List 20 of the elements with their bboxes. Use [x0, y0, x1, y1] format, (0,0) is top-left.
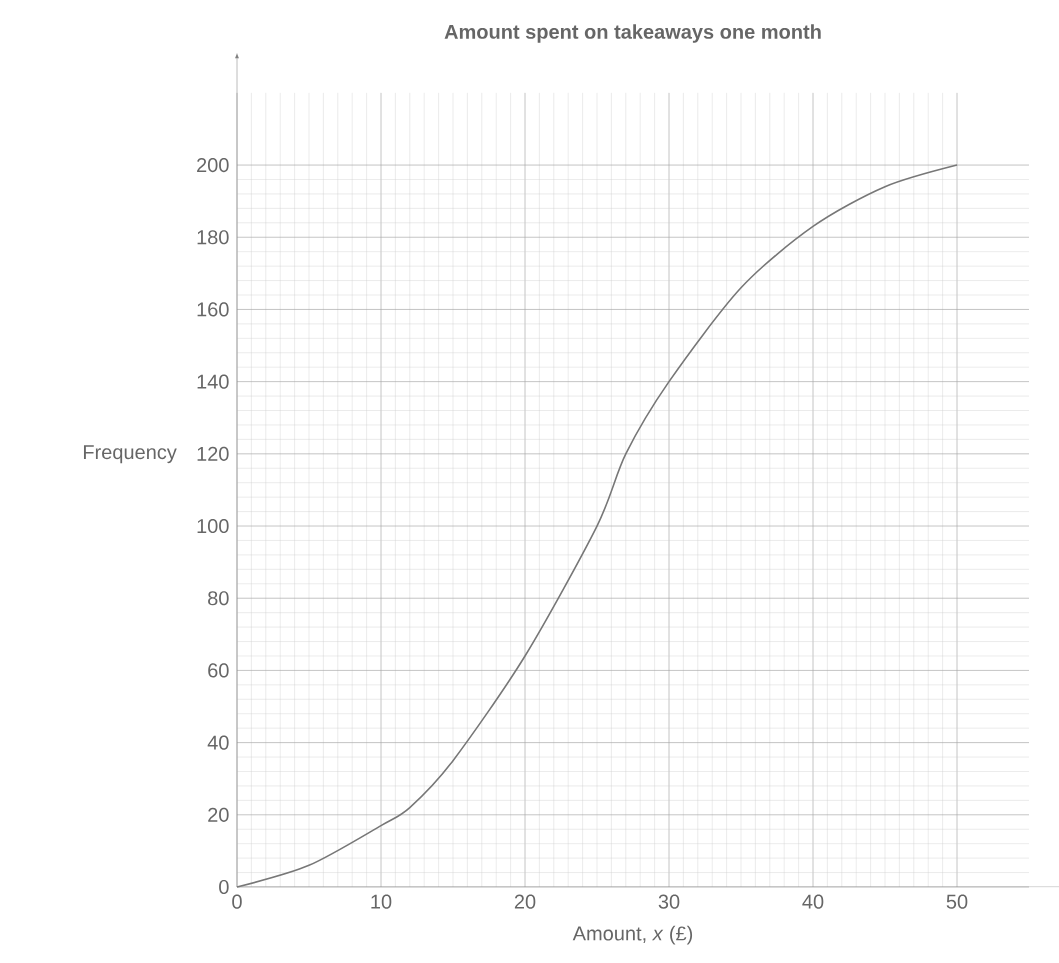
y-axis-title: Frequency [83, 445, 177, 464]
x-tick-label: 40 [802, 894, 824, 909]
x-tick-label: 50 [946, 894, 968, 909]
x-tick-label: 10 [371, 894, 392, 909]
x-axis-title: Amount, x (£) [572, 925, 693, 945]
y-tick-label: 60 [208, 663, 229, 678]
x-tick-label: 30 [658, 894, 680, 909]
y-tick-label: 80 [208, 591, 229, 606]
y-tick-label: 200 [197, 157, 229, 173]
y-tick-label: 40 [207, 735, 229, 750]
y-tick-label: 180 [197, 230, 229, 245]
chart-title: Amount spent on takeaways one month [444, 24, 821, 43]
x-tick-label: 20 [514, 894, 536, 909]
y-tick-label: 160 [197, 302, 229, 317]
y-tick-label: 120 [197, 446, 229, 461]
y-tick-label: 20 [208, 807, 229, 822]
y-tick-label: 140 [197, 374, 229, 389]
x-tick-label: 0 [232, 894, 242, 909]
y-tick-label: 100 [197, 518, 229, 534]
y-tick-label: 0 [219, 879, 229, 895]
